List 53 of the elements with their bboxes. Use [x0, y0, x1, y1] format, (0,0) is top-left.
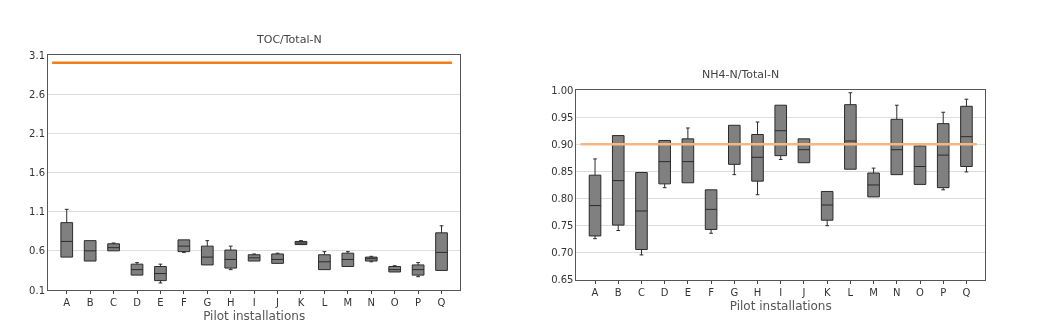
y-tick-label: 0.1 — [29, 284, 45, 296]
y-tick-label: 0.95 — [551, 111, 574, 123]
x-tick-label: I — [779, 286, 783, 298]
x-tick-label: P — [415, 297, 422, 308]
y-tick-label: 0.90 — [551, 138, 574, 150]
x-tick-label: A — [63, 297, 71, 308]
x-tick-label: O — [390, 297, 399, 308]
y-tick-label: 1.00 — [551, 84, 574, 96]
x-tick-label: Q — [962, 286, 971, 298]
x-tick-label: I — [252, 297, 256, 308]
x-tick-label: G — [730, 286, 739, 298]
x-axis-title: Pilot installations — [203, 308, 306, 323]
x-tick-label: E — [684, 286, 692, 298]
y-tick-label: 3.1 — [29, 49, 45, 61]
x-tick-label: A — [591, 286, 599, 298]
y-tick-label: 0.80 — [551, 193, 574, 205]
x-tick-label: B — [614, 286, 622, 298]
x-tick-label: J — [801, 286, 806, 298]
x-tick-label: F — [708, 286, 715, 298]
x-tick-label: O — [916, 286, 925, 298]
y-tick-label: 2.6 — [29, 88, 45, 100]
chart-title: TOC/Total-N — [256, 33, 322, 46]
x-tick-label: C — [110, 297, 118, 308]
chart-title: NH4-N/Total-N — [702, 68, 780, 81]
x-tick-label: N — [367, 297, 376, 308]
x-axis-title: Pilot installations — [729, 298, 832, 313]
x-tick-label: E — [157, 297, 164, 308]
y-tick-label: 1.6 — [29, 167, 45, 178]
x-tick-label: D — [133, 297, 142, 308]
y-tick-label: 0.75 — [551, 220, 574, 232]
x-tick-label: G — [203, 297, 212, 308]
x-tick-label: Q — [437, 297, 446, 308]
y-tick-label: 0.65 — [551, 274, 574, 286]
x-tick-label: K — [297, 297, 305, 308]
x-tick-label: P — [940, 286, 947, 298]
x-tick-label: M — [869, 286, 878, 298]
x-tick-label: L — [321, 297, 328, 308]
y-tick-label: 0.6 — [29, 245, 45, 257]
x-tick-label: J — [275, 297, 280, 308]
x-tick-label: H — [753, 286, 762, 298]
x-tick-label: H — [226, 297, 235, 308]
y-tick-label: 1.1 — [29, 206, 45, 218]
x-tick-label: K — [823, 286, 831, 298]
x-tick-label: M — [343, 297, 353, 308]
x-tick-label: D — [660, 286, 669, 298]
y-tick-label: 2.1 — [29, 127, 45, 139]
x-tick-label: F — [180, 297, 187, 308]
x-tick-label: B — [86, 297, 94, 308]
x-tick-label: L — [847, 286, 854, 298]
y-tick-label: 0.70 — [551, 247, 574, 259]
y-tick-label: 0.85 — [551, 165, 574, 177]
x-tick-label: N — [893, 286, 901, 298]
x-tick-label: C — [637, 286, 645, 298]
